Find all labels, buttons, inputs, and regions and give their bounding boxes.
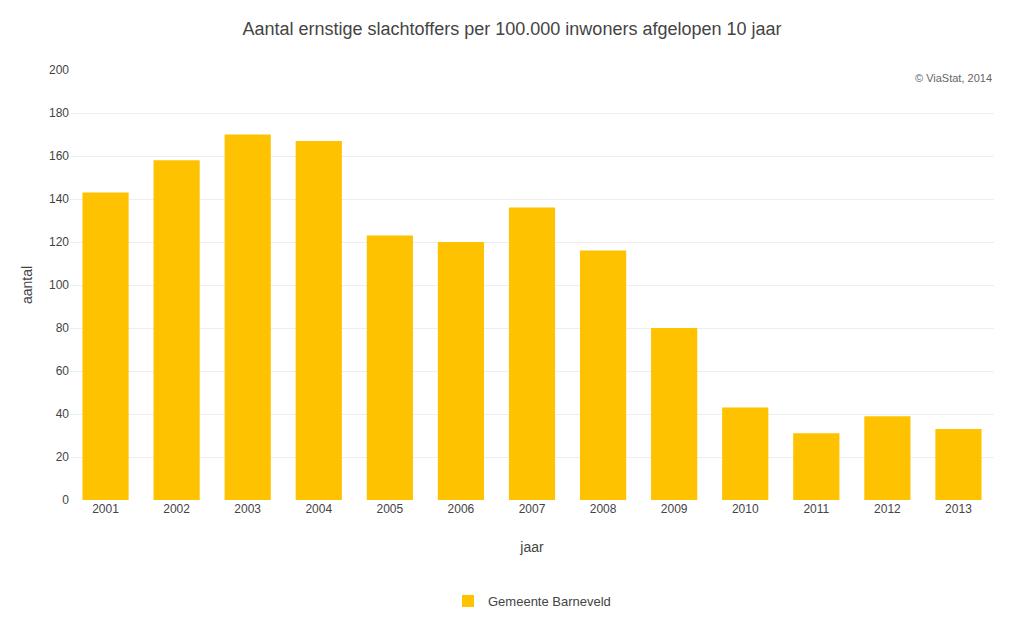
svg-text:2007: 2007 (519, 502, 546, 516)
svg-text:2011: 2011 (803, 502, 829, 516)
svg-text:20: 20 (56, 450, 70, 464)
svg-text:aantal: aantal (19, 266, 35, 304)
svg-text:2003: 2003 (234, 502, 261, 516)
svg-text:80: 80 (56, 321, 70, 335)
svg-text:120: 120 (49, 235, 69, 249)
svg-text:2006: 2006 (448, 502, 475, 516)
svg-text:60: 60 (56, 364, 70, 378)
svg-text:© ViaStat, 2014: © ViaStat, 2014 (915, 72, 992, 84)
svg-text:2010: 2010 (732, 502, 759, 516)
svg-text:2012: 2012 (874, 502, 901, 516)
svg-text:2004: 2004 (305, 502, 332, 516)
svg-text:2008: 2008 (590, 502, 617, 516)
svg-text:180: 180 (49, 106, 69, 120)
svg-text:140: 140 (49, 192, 69, 206)
svg-text:200: 200 (49, 63, 69, 77)
svg-text:2005: 2005 (376, 502, 403, 516)
svg-text:100: 100 (49, 278, 69, 292)
svg-text:2013: 2013 (945, 502, 972, 516)
svg-text:2002: 2002 (163, 502, 190, 516)
svg-text:jaar: jaar (519, 539, 544, 555)
svg-text:Aantal ernstige slachtoffers p: Aantal ernstige slachtoffers per 100.000… (242, 19, 781, 39)
svg-text:40: 40 (56, 407, 70, 421)
svg-text:Gemeente Barneveld: Gemeente Barneveld (488, 594, 611, 609)
svg-text:2009: 2009 (661, 502, 688, 516)
svg-text:160: 160 (49, 149, 69, 163)
svg-text:2001: 2001 (92, 502, 119, 516)
svg-text:0: 0 (62, 493, 69, 507)
